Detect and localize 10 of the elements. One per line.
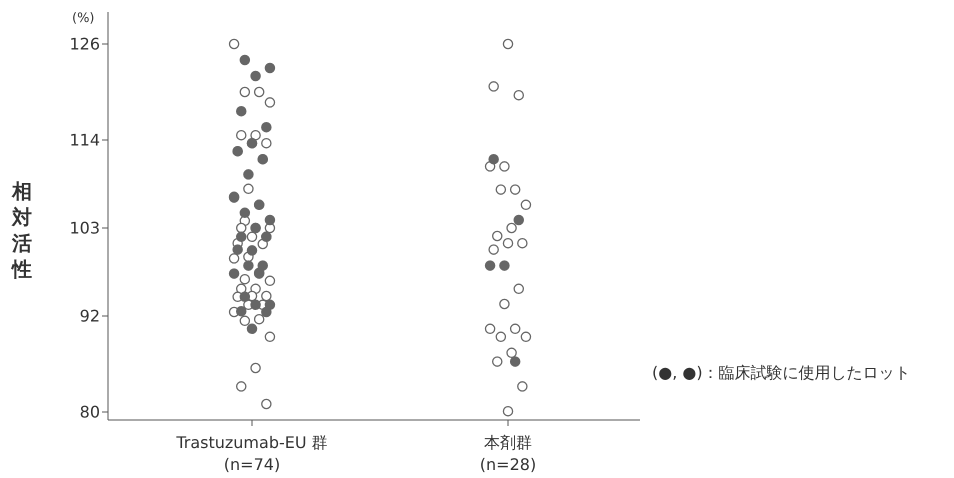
y-tick-label: 114 xyxy=(69,130,100,150)
y-axis-title: 相対活性 xyxy=(12,178,33,282)
y-tick-label: 103 xyxy=(69,218,100,238)
y-tick-label: 80 xyxy=(80,402,100,422)
y-tick-label: 126 xyxy=(69,34,100,54)
y-tick-label: 92 xyxy=(80,306,100,326)
text: (●, ●)：臨床試験に使用したロット xyxy=(652,363,911,384)
text: (%) xyxy=(72,11,94,26)
x-tick-label: Trastuzumab-EU 群 (n=74) xyxy=(175,433,328,474)
x-tick-label: 本剤群 (n=28) xyxy=(480,433,536,474)
